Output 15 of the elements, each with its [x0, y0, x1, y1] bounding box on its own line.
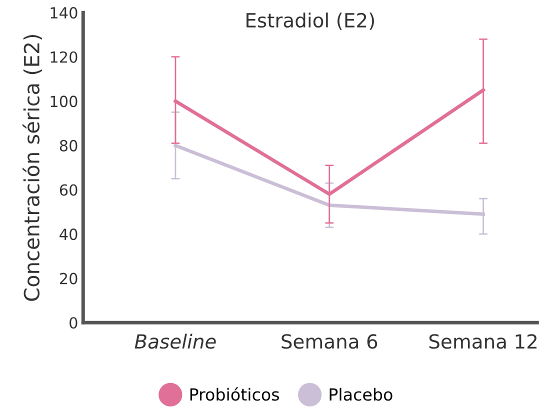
chart-title: Estradiol (E2) — [246, 12, 374, 30]
x-tick-label: Semana 12 — [429, 334, 537, 349]
x-tick-label: Semana 6 — [282, 334, 378, 349]
y-tick-label: 120 — [50, 51, 78, 63]
legend-label: Placebo — [330, 388, 392, 401]
y-tick-label: 60 — [60, 184, 78, 196]
x-tick-label: Baseline — [134, 334, 216, 349]
legend-label: Probióticos — [190, 387, 279, 401]
y-tick-label: 80 — [60, 140, 78, 152]
y-tick-label: 140 — [50, 7, 78, 19]
y-tick-label: 40 — [60, 228, 78, 240]
y-tick-label: 100 — [50, 96, 78, 108]
y-tick-label: 20 — [60, 272, 78, 284]
y-tick-label: 0 — [70, 317, 78, 329]
y-axis-title: Concentración sérica (E2) — [22, 34, 42, 301]
